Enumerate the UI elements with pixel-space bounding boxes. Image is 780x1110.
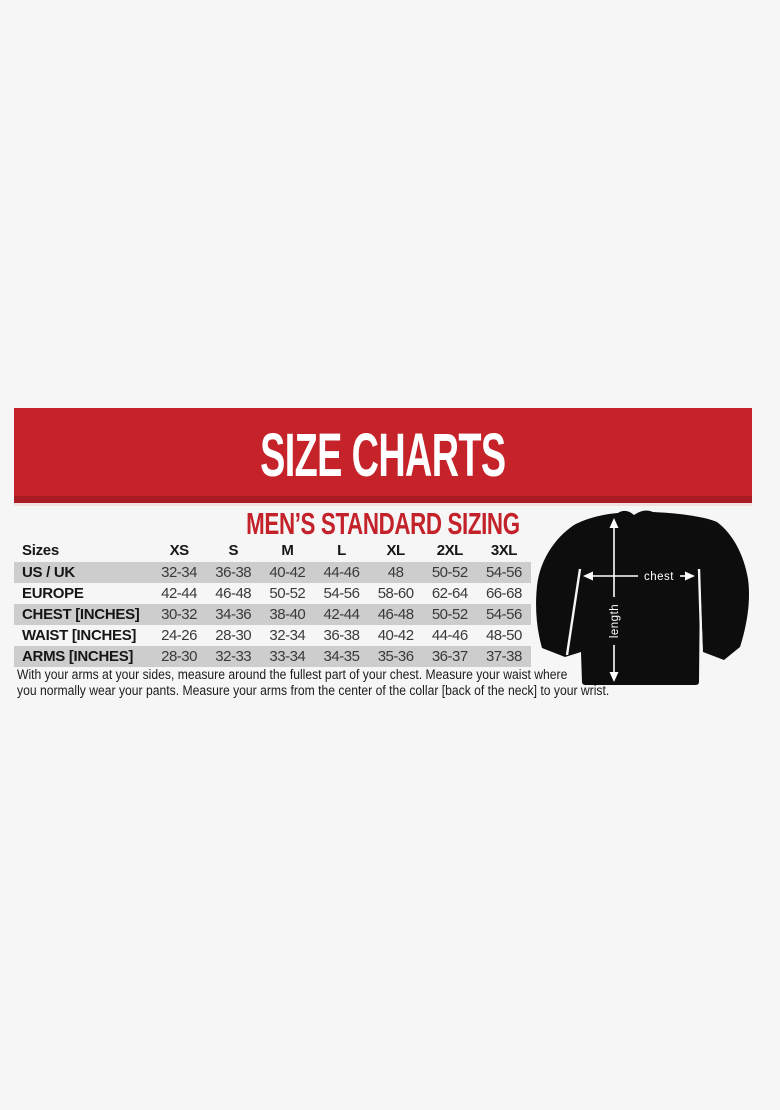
right-seam-gap (697, 568, 703, 650)
table-cell: 42-44 (161, 585, 197, 602)
chest-arrowhead-left (583, 571, 593, 581)
table-cell: 24-26 (161, 627, 197, 644)
row-label: CHEST [INCHES] (22, 606, 140, 623)
shirt-silhouette (536, 510, 750, 685)
measurement-note: With your arms at your sides, measure ar… (17, 667, 675, 699)
row-label: ARMS [INCHES] (22, 648, 134, 665)
table-cell: 35-36 (377, 648, 414, 665)
banner-bottom-strip (14, 496, 752, 503)
table-cell: 40-42 (377, 627, 414, 644)
table-header-row: Sizes XS S M L XL 2XL 3XL (14, 539, 531, 562)
column-header: XL (386, 542, 406, 559)
table-row-waist: WAIST [INCHES] 24-26 28-30 32-34 36-38 4… (14, 625, 531, 646)
table-cell: 48 (387, 564, 404, 581)
length-label: length (609, 604, 621, 638)
table-cell: 34-35 (323, 648, 360, 665)
row-label: EUROPE (22, 585, 84, 602)
column-header: 2XL (436, 542, 464, 559)
table-row-arms: ARMS [INCHES] 28-30 32-33 33-34 34-35 35… (14, 646, 531, 667)
table-cell: 42-44 (323, 606, 360, 623)
table-cell: 54-56 (485, 564, 522, 581)
column-header: XS (169, 542, 190, 559)
column-header: M (281, 542, 294, 559)
table-cell: 44-46 (323, 564, 360, 581)
column-header: L (337, 542, 346, 559)
table-cell: 30-32 (161, 606, 197, 623)
table-cell: 28-30 (215, 627, 252, 644)
table-cell: 40-42 (269, 564, 306, 581)
size-charts-banner: SIZE CHARTS (14, 408, 752, 496)
column-header: 3XL (490, 542, 518, 559)
long-sleeve-shirt-icon: chest length (536, 510, 750, 685)
length-arrowhead-top (609, 518, 619, 528)
page-title: SIZE CHARTS (260, 421, 506, 489)
subtitle-row: MEN’S STANDARD SIZING (14, 506, 752, 542)
row-label: US / UK (22, 564, 75, 581)
table-cell: 50-52 (431, 606, 468, 623)
length-arrowhead-bottom (609, 672, 619, 682)
table-cell: 46-48 (377, 606, 414, 623)
note-line-2: you normally wear your pants. Measure yo… (17, 683, 610, 698)
table-cell: 34-36 (215, 606, 252, 623)
table-cell: 32-33 (215, 648, 252, 665)
section-subtitle: MEN’S STANDARD SIZING (246, 506, 520, 541)
table-cell: 36-38 (323, 627, 360, 644)
left-seam-gap (565, 568, 582, 656)
table-cell: 54-56 (485, 606, 522, 623)
table-cell: 48-50 (485, 627, 522, 644)
table-row-us-uk: US / UK 32-34 36-38 40-42 44-46 48 50-52… (14, 562, 531, 583)
table-cell: 36-38 (215, 564, 252, 581)
size-table: Sizes XS S M L XL 2XL 3XL US / UK 32-34 … (14, 539, 531, 667)
table-row-europe: EUROPE 42-44 46-48 50-52 54-56 58-60 62-… (14, 583, 531, 604)
chest-arrowhead-right (685, 571, 695, 581)
banner-underline (14, 503, 752, 506)
table-cell: 32-34 (269, 627, 306, 644)
table-cell: 32-34 (161, 564, 197, 581)
table-cell: 50-52 (269, 585, 306, 602)
table-cell: 58-60 (377, 585, 414, 602)
table-cell: 54-56 (323, 585, 360, 602)
row-label: WAIST [INCHES] (22, 627, 137, 644)
table-row-chest: CHEST [INCHES] 30-32 34-36 38-40 42-44 4… (14, 604, 531, 625)
column-header: S (228, 542, 238, 559)
note-line-1: With your arms at your sides, measure ar… (17, 667, 568, 682)
table-cell: 66-68 (485, 585, 522, 602)
column-header-sizes: Sizes (22, 542, 59, 559)
chest-label: chest (644, 571, 674, 583)
table-cell: 46-48 (215, 585, 252, 602)
table-cell: 50-52 (431, 564, 468, 581)
table-cell: 44-46 (431, 627, 468, 644)
table-cell: 28-30 (161, 648, 197, 665)
table-cell: 36-37 (431, 648, 468, 665)
table-cell: 38-40 (269, 606, 306, 623)
table-cell: 33-34 (269, 648, 306, 665)
table-cell: 37-38 (485, 648, 522, 665)
table-cell: 62-64 (431, 585, 468, 602)
